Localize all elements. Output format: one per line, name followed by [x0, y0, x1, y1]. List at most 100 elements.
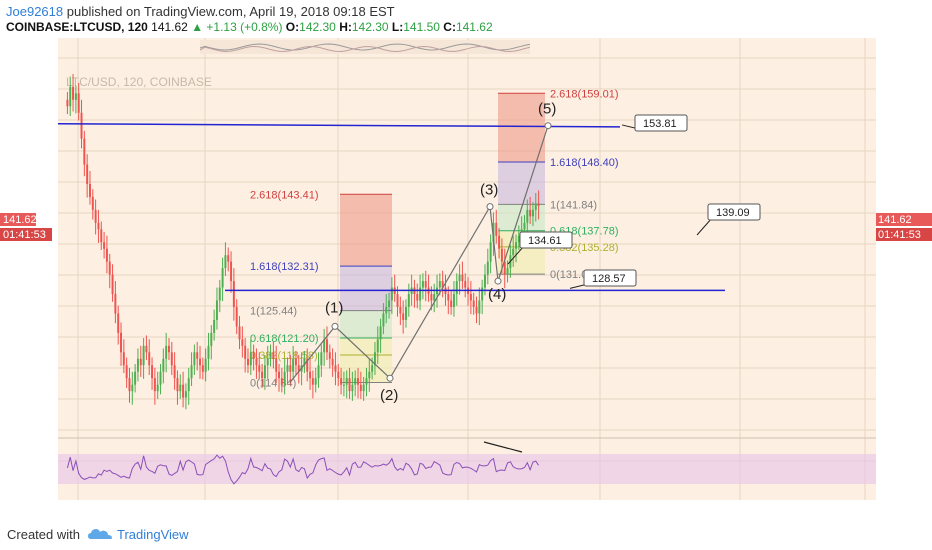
price-tag-right [876, 213, 932, 226]
candle-body [162, 358, 165, 372]
candle-body [108, 261, 111, 275]
candle-body [165, 345, 168, 359]
candle-body [280, 378, 283, 385]
author-link[interactable]: Joe92618 [6, 4, 64, 19]
candle-body [145, 345, 148, 353]
level-line-upper [57, 123, 621, 128]
candle-body [368, 371, 371, 379]
candle-body [263, 365, 266, 379]
candle-body [88, 183, 91, 197]
candle-body [224, 255, 227, 269]
last-price: 141.62 [151, 20, 188, 34]
candle-body [235, 306, 238, 327]
candle-body [77, 93, 80, 113]
candle-body [396, 294, 399, 307]
fib-zone-top-a [340, 194, 392, 267]
callout-139-box [707, 203, 761, 221]
candle-body [430, 294, 433, 301]
candle-body [131, 384, 134, 392]
candle-body [74, 93, 77, 100]
candle-body [167, 345, 170, 353]
candle-body [388, 300, 391, 307]
candle-body [232, 281, 235, 307]
candle-body [134, 371, 137, 385]
candle-body [433, 294, 436, 301]
fib-level-label-b: 1(141.84) [550, 199, 597, 211]
candle-body [218, 287, 221, 301]
candle-body [227, 255, 230, 262]
chart-watermark: LTC/USD, 120, COINBASE [66, 75, 212, 89]
publish-info: Joe92618 published on TradingView.com, A… [6, 4, 395, 19]
candle-body [523, 222, 526, 230]
candle-body [419, 287, 422, 301]
candle-body [489, 242, 492, 262]
chart-background [58, 38, 876, 500]
candle-body [159, 371, 162, 385]
candle-body [230, 261, 233, 282]
candle-body [421, 281, 424, 288]
candle-body [182, 384, 185, 398]
candle-body [399, 306, 402, 314]
candle-body [348, 378, 351, 392]
candle-body [173, 365, 176, 379]
candle-body [495, 222, 498, 236]
callout-134-pointer [507, 245, 525, 265]
candle-body [156, 384, 159, 392]
candle-body [486, 261, 489, 275]
candle-body [136, 358, 139, 372]
candle-body [210, 332, 213, 346]
candle-body [204, 358, 207, 372]
candle-body [142, 345, 145, 366]
price-tag-right-text: 141.62 [878, 214, 912, 226]
candle-body [179, 384, 182, 392]
price-chart[interactable]: LTC/USD, 120, COINBASE 2.618(143.41) 1.61… [0, 38, 932, 518]
candle-body [531, 209, 534, 217]
candle-body [86, 164, 89, 184]
candle-body [199, 358, 202, 366]
high-label: H: [339, 20, 352, 34]
fib-zone-mid-b [498, 161, 545, 205]
candle-body [461, 274, 464, 282]
candle-body [297, 365, 300, 372]
candle-body [390, 287, 393, 301]
candle-body [148, 352, 151, 366]
candle-body [261, 371, 264, 379]
candle-body [91, 196, 94, 210]
candle-body [153, 378, 156, 392]
candle-body [190, 365, 193, 379]
candle-body [292, 358, 295, 372]
candle-body [213, 319, 216, 333]
candle-body [69, 86, 72, 107]
candle-body [362, 384, 365, 392]
candle-body [72, 86, 75, 100]
candle-body [94, 209, 97, 223]
candle-body [103, 242, 106, 249]
candle-body [309, 371, 312, 379]
candle-body [441, 281, 444, 288]
price-tag-left [0, 213, 36, 226]
wave-label: (1) [325, 299, 343, 316]
fib-zone-mid-a [340, 266, 392, 311]
horizontal-levels [57, 123, 725, 292]
candle-body [244, 345, 247, 359]
symbol-info: COINBASE:LTCUSD, 120 141.62 ▲ +1.13 (+0.… [6, 20, 493, 34]
tradingview-cloud-icon[interactable] [88, 527, 112, 541]
candle-body [258, 365, 261, 372]
candle-body [187, 378, 190, 392]
candle-body [515, 242, 518, 249]
candle-body [478, 300, 481, 314]
candle-body [100, 229, 103, 243]
candle-body [337, 371, 340, 379]
candle-body [469, 294, 472, 301]
candle-body [325, 339, 328, 353]
rsi-line [66, 454, 540, 485]
candle-body [303, 358, 306, 366]
candle-body [506, 268, 509, 275]
candle-body [201, 365, 204, 372]
tradingview-link[interactable]: TradingView [117, 527, 189, 542]
candle-body [314, 378, 317, 385]
candle-body [379, 326, 382, 340]
candle-body [241, 339, 244, 346]
candle-body [342, 384, 345, 386]
callout-134-box [519, 231, 573, 249]
